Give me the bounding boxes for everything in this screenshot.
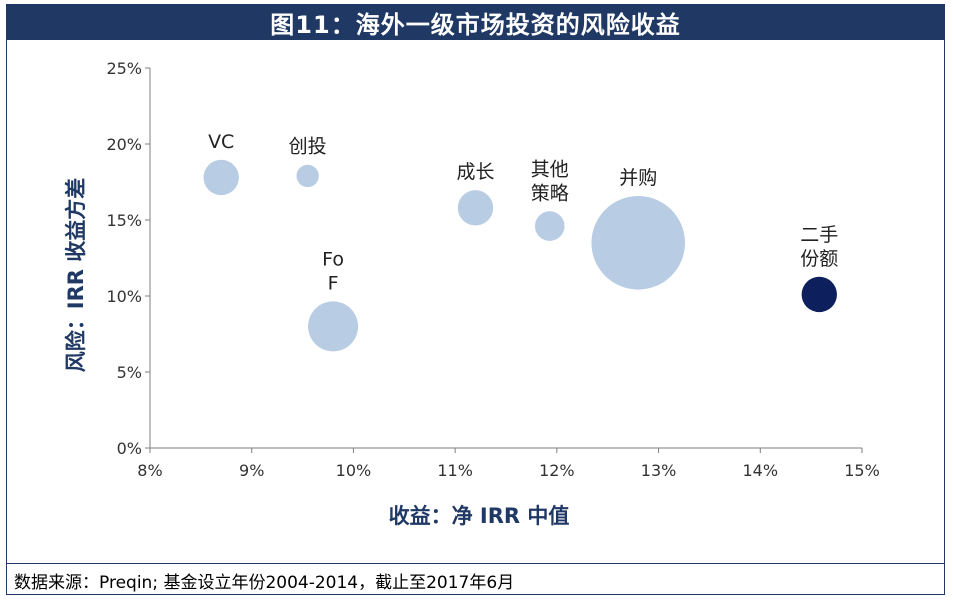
y-tick-label: 15% <box>106 211 142 230</box>
x-tick-label: 14% <box>743 461 779 480</box>
bubble-创投 <box>296 164 319 188</box>
y-axis-label: 风险：IRR 收益方差 <box>64 178 88 372</box>
bubble-label: VC <box>208 131 234 153</box>
y-tick-label: 0% <box>117 439 142 458</box>
y-tick-label: 20% <box>106 135 142 154</box>
bubble-label: 并购 <box>619 167 657 189</box>
bubble-label: 成长 <box>456 161 494 183</box>
chart-title: 图11：海外一级市场投资的风险收益 <box>6 4 945 40</box>
bubble-并购 <box>591 196 685 290</box>
y-tick-label: 10% <box>106 287 142 306</box>
x-tick-label: 15% <box>844 461 880 480</box>
bubble-其他策略 <box>534 211 565 241</box>
bubble-label: 创投 <box>289 136 327 158</box>
source-divider <box>6 563 945 564</box>
x-tick-label: 13% <box>641 461 677 480</box>
bubble-label: 二手 <box>800 224 838 246</box>
bubble-label: F <box>328 272 339 294</box>
x-tick-label: 8% <box>137 461 162 480</box>
x-tick-label: 12% <box>539 461 575 480</box>
bubble-label: 份额 <box>800 248 838 270</box>
x-tick-label: 9% <box>239 461 264 480</box>
bubble-label: 策略 <box>531 182 569 204</box>
bubble-FoF <box>308 301 359 352</box>
bubble-二手份额 <box>801 276 837 313</box>
x-axis-label: 收益：净 IRR 中值 <box>389 504 570 528</box>
bubble-label: 其他 <box>531 158 569 180</box>
y-tick-label: 25% <box>106 59 142 78</box>
source-note: 数据来源：Preqin; 基金设立年份2004-2014，截止至2017年6月 <box>14 573 515 593</box>
x-tick-label: 11% <box>437 461 473 480</box>
bubble-成长 <box>457 190 494 226</box>
bubble-VC <box>203 159 239 196</box>
y-tick-label: 5% <box>117 363 142 382</box>
x-tick-label: 10% <box>336 461 372 480</box>
bubble-label: Fo <box>322 248 344 270</box>
